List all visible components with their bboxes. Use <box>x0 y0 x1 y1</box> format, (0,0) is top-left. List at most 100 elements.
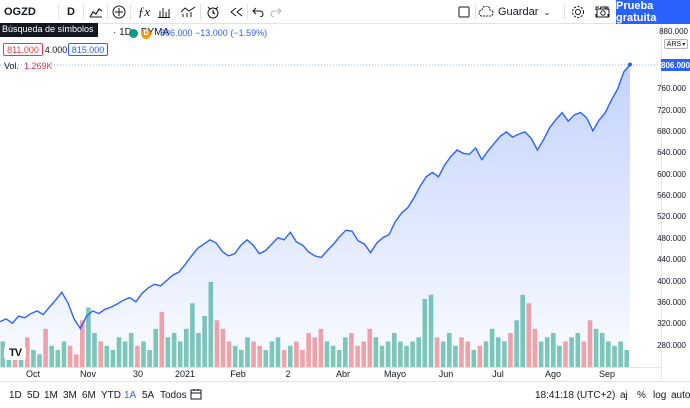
range-button-5a[interactable]: 5A <box>142 390 155 401</box>
grid-bars-icon <box>158 8 170 18</box>
adjust-toggle[interactable]: aj <box>620 390 628 401</box>
toolbar-divider <box>564 4 565 20</box>
price-axis-label: 720.000 <box>657 105 686 115</box>
fullscreen-icon <box>595 6 609 18</box>
time-axis-label: Sep <box>598 369 616 379</box>
time-axis-label: 30 <box>132 369 144 379</box>
price-area-fill <box>0 64 630 367</box>
tradingview-logo[interactable]: TV <box>4 346 26 360</box>
range-button-5d[interactable]: 5D <box>27 390 40 401</box>
percent-toggle[interactable]: % <box>637 390 646 401</box>
delayed-data-badge: D <box>141 29 151 39</box>
strategy-button[interactable] <box>177 0 199 24</box>
price-chart[interactable] <box>0 25 661 367</box>
price-line <box>0 64 631 330</box>
time-axis-label: Jul <box>492 369 504 379</box>
templates-button[interactable] <box>155 0 173 24</box>
undo-icon <box>252 7 264 17</box>
chart-type-button[interactable] <box>86 0 106 24</box>
range-button-1d[interactable]: 1D <box>9 390 22 401</box>
price-axis-label: 440.000 <box>657 255 686 265</box>
price-axis[interactable]: 880.000 760.000 720.000 680.000 640.000 600.… <box>657 25 690 379</box>
bottom-toolbar: 18:41:18 (UTC+2) aj % log auto 1D 5D 1M 3M 6… <box>0 381 690 408</box>
alarm-clock-icon <box>207 6 219 19</box>
compare-button[interactable] <box>110 0 128 24</box>
rewind-icon <box>230 7 243 17</box>
current-price-tag: 806.000 <box>661 59 690 71</box>
currency-label: ARS <box>666 40 682 48</box>
replay-button[interactable] <box>227 0 245 24</box>
volume-value: 1.269K <box>24 61 53 71</box>
price-axis-label: 760.000 <box>657 84 686 94</box>
layout-button[interactable] <box>456 0 472 24</box>
range-button-ytd[interactable]: YTD <box>101 390 121 401</box>
legend-price-change: 806.000 −13.000 (−1.59%) <box>160 28 268 38</box>
time-axis-label: 2 <box>285 369 291 379</box>
time-axis-label: Mayo <box>383 369 407 379</box>
bars-chart-icon <box>89 8 103 18</box>
range-button-1a[interactable]: 1A <box>124 390 137 401</box>
alert-button[interactable] <box>203 0 223 24</box>
toolbar-divider <box>58 4 59 20</box>
time-axis-label: Abr <box>335 369 351 379</box>
symbol-search-button[interactable]: OGZD <box>4 6 36 18</box>
range-button-6m[interactable]: 6M <box>82 390 96 401</box>
market-open-indicator <box>129 29 138 38</box>
settings-button[interactable] <box>568 0 588 24</box>
volume-legend: Vol. 1.269K <box>4 61 53 71</box>
save-menu-button[interactable]: ⌄ <box>542 0 552 24</box>
ask-price[interactable]: 815.000 <box>68 43 108 56</box>
camera-icon <box>596 6 610 18</box>
price-axis-label: 400.000 <box>657 276 686 286</box>
price-axis-label: 640.000 <box>657 148 686 158</box>
free-trial-button[interactable]: Prueba gratuita <box>616 0 690 24</box>
top-toolbar: OGZD D ƒx <box>0 0 690 24</box>
last-price-dot <box>628 62 632 67</box>
toolbar-divider <box>200 4 201 20</box>
clock[interactable]: 18:41:18 (UTC+2) <box>535 390 616 401</box>
date-range-button[interactable] <box>190 388 202 403</box>
chevron-down-icon: ⌄ <box>543 7 551 17</box>
calendar-icon <box>190 389 202 400</box>
interval-button[interactable]: D <box>67 6 75 18</box>
time-axis-label: Ago <box>544 369 562 379</box>
toolbar-divider <box>475 4 476 20</box>
bid-price[interactable]: 811.000 <box>3 43 43 56</box>
price-axis-label: 480.000 <box>657 233 686 243</box>
square-icon <box>458 6 470 18</box>
time-axis[interactable]: Oct Nov 30 2021 Feb 2 Abr Mayo Jun Jul Ago Sep <box>0 367 661 379</box>
price-axis-label: 600.000 <box>657 169 686 179</box>
price-axis-label: 320.000 <box>657 319 686 329</box>
indicators-button[interactable]: ƒx <box>134 0 154 24</box>
undo-button[interactable] <box>250 0 266 24</box>
symbol-search-tooltip: Búsqueda de símbolos <box>0 23 98 37</box>
time-axis-label: Nov <box>79 369 97 379</box>
price-axis-label: 520.000 <box>657 212 686 222</box>
price-axis-label: 360.000 <box>657 297 686 307</box>
plus-circle-icon <box>112 5 126 19</box>
time-axis-label: Oct <box>25 369 41 379</box>
toolbar-divider <box>247 4 248 20</box>
fullscreen-button[interactable] <box>592 0 612 24</box>
range-button-3m[interactable]: 3M <box>63 390 77 401</box>
log-toggle[interactable]: log <box>653 390 667 401</box>
price-axis-label: 680.000 <box>657 126 686 136</box>
snapshot-button[interactable] <box>594 0 612 24</box>
price-axis-top-label: 880.000 <box>659 27 688 36</box>
save-button[interactable]: Guardar <box>478 0 542 24</box>
price-axis-label: 280.000 <box>657 340 686 350</box>
redo-button[interactable] <box>268 0 284 24</box>
time-axis-label: 2021 <box>174 369 196 379</box>
spread-value: 4.000 <box>44 44 68 55</box>
save-label: Guardar <box>498 6 539 18</box>
price-axis-label: 560.000 <box>657 191 686 200</box>
range-button-1m[interactable]: 1M <box>44 390 58 401</box>
volume-label: Vol. <box>4 61 20 71</box>
auto-toggle[interactable]: auto <box>671 390 690 401</box>
toolbar-divider <box>107 4 108 20</box>
range-button-todos[interactable]: Todos <box>160 390 187 401</box>
currency-selector[interactable]: ARS ▾ <box>664 39 688 49</box>
time-axis-label: Jun <box>438 369 454 379</box>
function-icon: ƒx <box>137 4 151 19</box>
time-axis-label: Feb <box>230 369 246 379</box>
